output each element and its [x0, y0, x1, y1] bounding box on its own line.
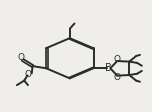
Text: B: B — [105, 63, 112, 73]
Text: O: O — [18, 53, 25, 62]
Text: O: O — [114, 73, 121, 82]
Text: O: O — [114, 55, 121, 64]
Text: O: O — [24, 70, 31, 79]
